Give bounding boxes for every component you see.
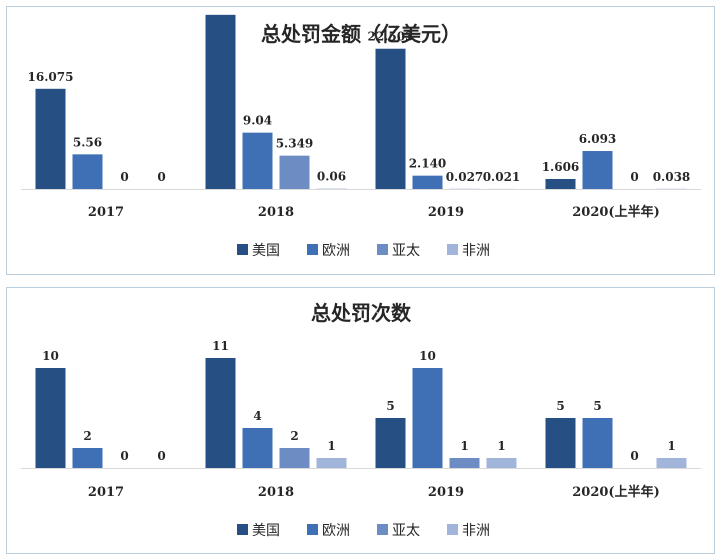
data-label: 5 <box>556 399 564 413</box>
penalty-amount-chart: 总处罚金额（亿美元） 16.075 5.56 0 0 2017 27.942 9.04 5.3… <box>6 6 715 275</box>
legend-swatch <box>307 524 318 535</box>
bar <box>375 418 406 468</box>
data-label: 1.606 <box>542 160 580 174</box>
legend-label: 亚太 <box>392 243 420 259</box>
data-label: 10 <box>42 349 59 363</box>
data-label: 27.942 <box>198 7 244 10</box>
bar <box>656 458 687 468</box>
data-label: 0 <box>157 170 165 184</box>
data-label: 2 <box>83 429 91 443</box>
data-label: 1 <box>327 439 335 453</box>
x-tick-label: 2019 <box>428 205 464 220</box>
data-label: 0.021 <box>483 170 521 184</box>
data-label: 22.503 <box>368 30 414 44</box>
x-tick-label: 2017 <box>88 205 124 220</box>
legend-swatch <box>237 244 248 255</box>
bar <box>205 358 236 468</box>
bar <box>545 178 576 189</box>
data-label: 5 <box>386 399 394 413</box>
x-tick-label: 2018 <box>258 485 294 500</box>
legend-swatch <box>377 524 388 535</box>
data-label: 5 <box>593 399 601 413</box>
bar <box>35 88 66 189</box>
data-label: 2 <box>290 429 298 443</box>
bar <box>279 155 310 189</box>
legend-swatch <box>447 244 458 255</box>
data-label: 0.06 <box>317 170 346 184</box>
legend-label: 欧洲 <box>322 243 350 259</box>
data-label: 0 <box>630 449 638 463</box>
bar <box>582 418 613 468</box>
bar <box>486 458 517 468</box>
legend-label: 欧洲 <box>322 523 350 539</box>
legend-swatch <box>307 244 318 255</box>
bar <box>316 458 347 468</box>
x-tick-label: 2020(上半年) <box>572 204 659 220</box>
legend-label: 美国 <box>252 243 280 259</box>
bar <box>449 458 480 468</box>
legend-swatch <box>237 524 248 535</box>
penalty-count-chart: 总处罚次数 10 2 0 0 2017 11 4 2 1 2018 5 10 1 1 2019 5 5 0 1 202… <box>6 287 715 554</box>
legend-label: 美国 <box>252 523 280 539</box>
bar <box>242 428 273 468</box>
data-label: 0 <box>120 170 128 184</box>
data-label: 0 <box>630 170 638 184</box>
legend-swatch <box>447 524 458 535</box>
bar <box>582 151 613 189</box>
bar <box>412 175 443 189</box>
data-label: 9.04 <box>243 114 272 128</box>
bar <box>375 48 406 190</box>
legend-label: 非洲 <box>462 523 490 539</box>
legend-swatch <box>377 244 388 255</box>
bar <box>205 14 236 189</box>
bar <box>72 448 103 468</box>
legend-label: 亚太 <box>392 523 420 539</box>
data-label: 4 <box>253 409 261 423</box>
data-label: 0.038 <box>653 170 691 184</box>
chart-title: 总处罚金额（亿美元） <box>261 22 461 46</box>
chart-title: 总处罚次数 <box>311 301 412 325</box>
bar <box>279 448 310 468</box>
data-label: 5.349 <box>276 137 314 151</box>
data-label: 11 <box>212 339 229 353</box>
bar <box>545 418 576 468</box>
data-label: 1 <box>497 439 505 453</box>
data-label: 10 <box>419 349 436 363</box>
x-tick-label: 2018 <box>258 205 294 220</box>
x-tick-label: 2017 <box>88 485 124 500</box>
penalty-amount-chart-svg: 总处罚金额（亿美元） 16.075 5.56 0 0 2017 27.942 9.04 5.3… <box>21 7 701 259</box>
data-label: 16.075 <box>28 70 74 84</box>
bar <box>412 368 443 468</box>
data-label: 0.027 <box>446 170 484 184</box>
bar <box>35 368 66 468</box>
data-label: 2.140 <box>409 157 447 171</box>
data-label: 0 <box>120 449 128 463</box>
x-tick-label: 2020(上半年) <box>572 484 659 500</box>
x-tick-label: 2019 <box>428 485 464 500</box>
bar <box>242 132 273 189</box>
data-label: 1 <box>460 439 468 453</box>
data-label: 6.093 <box>579 132 617 146</box>
data-label: 0 <box>157 449 165 463</box>
bar <box>72 154 103 189</box>
legend-label: 非洲 <box>462 243 490 259</box>
data-label: 5.56 <box>73 135 102 149</box>
data-label: 1 <box>667 439 675 453</box>
